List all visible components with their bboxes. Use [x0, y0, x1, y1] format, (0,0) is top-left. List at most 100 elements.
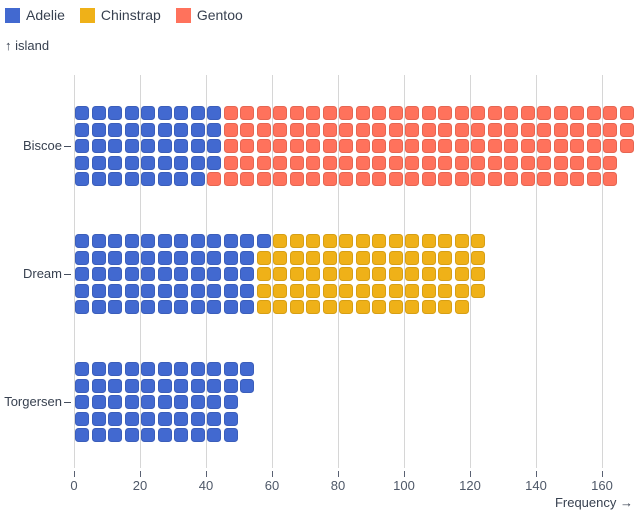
waffle-cell-dream-chinstrap — [289, 300, 304, 315]
waffle-cell-biscoe-gentoo — [537, 155, 552, 170]
waffle-cell-biscoe-gentoo — [339, 155, 354, 170]
waffle-cell-dream-adelie — [207, 250, 222, 265]
waffle-cell-biscoe-gentoo — [537, 139, 552, 154]
waffle-cell-torgersen-adelie — [75, 378, 90, 393]
waffle-cell-torgersen-adelie — [141, 378, 156, 393]
waffle-cell-dream-chinstrap — [355, 267, 370, 282]
waffle-cell-dream-chinstrap — [421, 267, 436, 282]
waffle-cell-biscoe-adelie — [91, 155, 106, 170]
waffle-cell-biscoe-adelie — [207, 139, 222, 154]
waffle-cell-dream-adelie — [157, 250, 172, 265]
waffle-cell-torgersen-adelie — [240, 378, 255, 393]
waffle-cell-dream-chinstrap — [405, 300, 420, 315]
waffle-cell-biscoe-gentoo — [256, 172, 271, 187]
waffle-cell-biscoe-gentoo — [520, 139, 535, 154]
waffle-cell-dream-chinstrap — [421, 300, 436, 315]
waffle-cell-torgersen-adelie — [174, 362, 189, 377]
waffle-cell-dream-chinstrap — [471, 283, 486, 298]
waffle-cell-biscoe-adelie — [108, 139, 123, 154]
legend-item-gentoo: Gentoo — [175, 7, 243, 24]
waffle-cell-torgersen-adelie — [207, 411, 222, 426]
waffle-cell-dream-chinstrap — [339, 250, 354, 265]
waffle-cell-biscoe-gentoo — [520, 172, 535, 187]
waffle-cell-biscoe-gentoo — [388, 122, 403, 137]
waffle-cell-dream-chinstrap — [421, 234, 436, 249]
waffle-cell-biscoe-adelie — [157, 139, 172, 154]
waffle-cell-biscoe-adelie — [91, 122, 106, 137]
waffle-cell-biscoe-gentoo — [471, 106, 486, 121]
waffle-cell-dream-chinstrap — [471, 250, 486, 265]
x-tick-label-140: 140 — [525, 478, 547, 493]
waffle-cell-torgersen-adelie — [157, 411, 172, 426]
x-tick-mark-120 — [470, 471, 471, 477]
waffle-cell-biscoe-gentoo — [339, 122, 354, 137]
waffle-cell-dream-chinstrap — [273, 283, 288, 298]
waffle-cell-biscoe-gentoo — [603, 106, 618, 121]
waffle-cell-dream-chinstrap — [289, 283, 304, 298]
waffle-cell-biscoe-adelie — [141, 155, 156, 170]
waffle-cell-biscoe-gentoo — [570, 172, 585, 187]
waffle-cell-biscoe-gentoo — [289, 106, 304, 121]
waffle-cell-biscoe-gentoo — [586, 172, 601, 187]
waffle-cell-dream-adelie — [190, 250, 205, 265]
waffle-cell-dream-adelie — [174, 283, 189, 298]
waffle-cell-dream-chinstrap — [405, 250, 420, 265]
waffle-cell-torgersen-adelie — [157, 428, 172, 443]
waffle-cell-biscoe-adelie — [157, 155, 172, 170]
waffle-cell-dream-chinstrap — [372, 267, 387, 282]
waffle-cell-biscoe-adelie — [174, 155, 189, 170]
waffle-cell-dream-adelie — [124, 267, 139, 282]
x-tick-label-160: 160 — [591, 478, 613, 493]
waffle-cell-dream-adelie — [75, 234, 90, 249]
waffle-cell-dream-adelie — [141, 300, 156, 315]
waffle-cell-torgersen-adelie — [223, 411, 238, 426]
waffle-cell-biscoe-adelie — [141, 106, 156, 121]
x-tick-label-60: 60 — [264, 478, 280, 493]
waffle-cell-dream-adelie — [124, 300, 139, 315]
waffle-cell-biscoe-gentoo — [454, 172, 469, 187]
waffle-cell-torgersen-adelie — [141, 411, 156, 426]
waffle-cell-biscoe-gentoo — [454, 139, 469, 154]
waffle-cell-biscoe-gentoo — [504, 122, 519, 137]
waffle-cell-biscoe-gentoo — [537, 172, 552, 187]
waffle-cell-dream-adelie — [124, 234, 139, 249]
waffle-cell-dream-adelie — [141, 267, 156, 282]
x-axis-title: Frequency → — [554, 495, 633, 510]
waffle-cell-torgersen-adelie — [141, 362, 156, 377]
waffle-cell-biscoe-gentoo — [487, 155, 502, 170]
waffle-cell-torgersen-adelie — [223, 395, 238, 410]
waffle-cell-torgersen-adelie — [91, 378, 106, 393]
waffle-cell-dream-chinstrap — [339, 283, 354, 298]
x-tick-label-120: 120 — [459, 478, 481, 493]
waffle-cell-torgersen-adelie — [124, 378, 139, 393]
waffle-cell-torgersen-adelie — [91, 428, 106, 443]
waffle-cell-dream-adelie — [256, 234, 271, 249]
waffle-cell-dream-chinstrap — [306, 267, 321, 282]
waffle-cell-dream-adelie — [207, 300, 222, 315]
waffle-cell-biscoe-adelie — [174, 106, 189, 121]
x-gridline-80 — [338, 75, 339, 468]
waffle-cell-biscoe-gentoo — [322, 139, 337, 154]
waffle-cell-dream-chinstrap — [273, 267, 288, 282]
waffle-cell-torgersen-adelie — [223, 362, 238, 377]
legend-label-gentoo: Gentoo — [196, 7, 243, 23]
waffle-cell-torgersen-adelie — [108, 428, 123, 443]
waffle-cell-dream-adelie — [223, 250, 238, 265]
waffle-cell-dream-chinstrap — [306, 300, 321, 315]
y-axis-label-torgersen: Torgersen — [4, 394, 62, 410]
waffle-cell-dream-chinstrap — [454, 234, 469, 249]
waffle-cell-biscoe-adelie — [91, 172, 106, 187]
x-tick-mark-60 — [272, 471, 273, 477]
waffle-cell-biscoe-adelie — [190, 122, 205, 137]
waffle-cell-dream-adelie — [174, 300, 189, 315]
waffle-cell-biscoe-adelie — [124, 155, 139, 170]
waffle-cell-biscoe-gentoo — [372, 122, 387, 137]
waffle-cell-dream-chinstrap — [355, 250, 370, 265]
waffle-cell-biscoe-gentoo — [322, 155, 337, 170]
waffle-cell-biscoe-adelie — [141, 122, 156, 137]
waffle-cell-biscoe-adelie — [157, 122, 172, 137]
waffle-cell-dream-chinstrap — [454, 250, 469, 265]
waffle-cell-biscoe-adelie — [174, 139, 189, 154]
x-tick-label-0: 0 — [70, 478, 78, 493]
